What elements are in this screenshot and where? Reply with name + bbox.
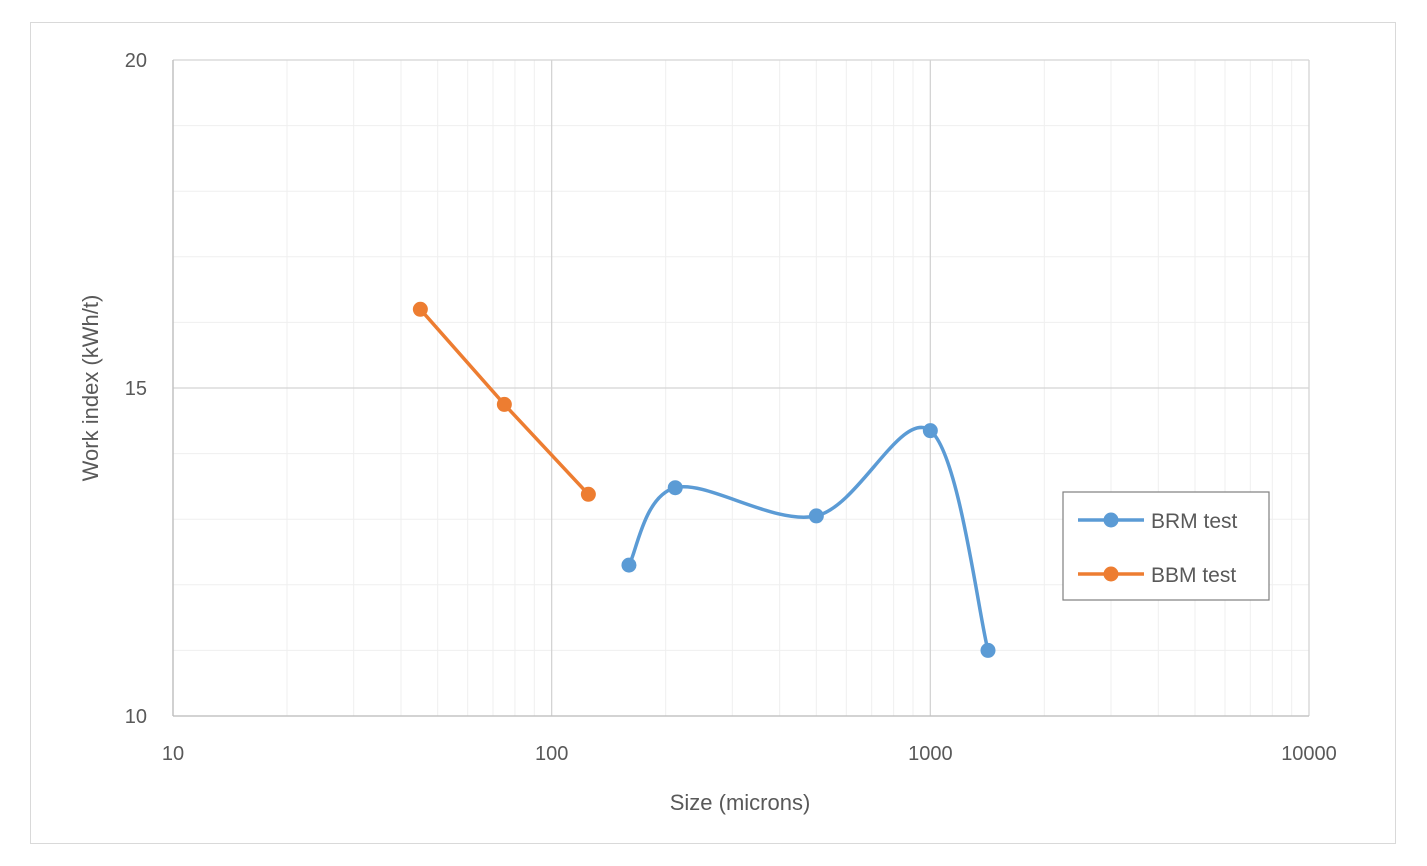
y-axis-title: Work index (kWh/t) — [78, 295, 103, 482]
x-tick-labels: 10 100 1000 10000 — [162, 743, 1337, 765]
y-tick-label: 10 — [125, 706, 147, 728]
data-point-brm-test — [667, 480, 683, 496]
x-tick-label: 100 — [535, 743, 568, 765]
data-point-brm-test — [621, 557, 637, 573]
x-tick-label: 1000 — [908, 743, 953, 765]
x-tick-label: 10000 — [1281, 743, 1337, 765]
legend-label-bbm: BBM test — [1151, 564, 1236, 587]
legend-label-brm: BRM test — [1151, 510, 1238, 533]
data-point-bbm-test — [580, 486, 596, 502]
legend-marker-brm — [1103, 512, 1119, 528]
x-axis-title: Size (microns) — [670, 790, 811, 815]
major-gridlines — [172, 59, 1310, 717]
series-layer — [412, 301, 996, 658]
legend-marker-bbm — [1103, 566, 1119, 582]
legend-box — [1062, 491, 1270, 601]
y-tick-labels: 10 15 20 — [125, 50, 147, 728]
data-point-brm-test — [980, 642, 996, 658]
data-point-brm-test — [922, 423, 938, 439]
data-point-brm-test — [808, 508, 824, 524]
data-point-bbm-test — [496, 396, 512, 412]
chart-frame — [30, 22, 1396, 844]
y-tick-label: 15 — [125, 378, 147, 400]
x-tick-label: 10 — [162, 743, 184, 765]
data-point-bbm-test — [412, 301, 428, 317]
y-tick-label: 20 — [125, 50, 147, 72]
legend: BRM test BBM test — [1062, 491, 1270, 601]
series-line-brm-test — [627, 425, 990, 653]
